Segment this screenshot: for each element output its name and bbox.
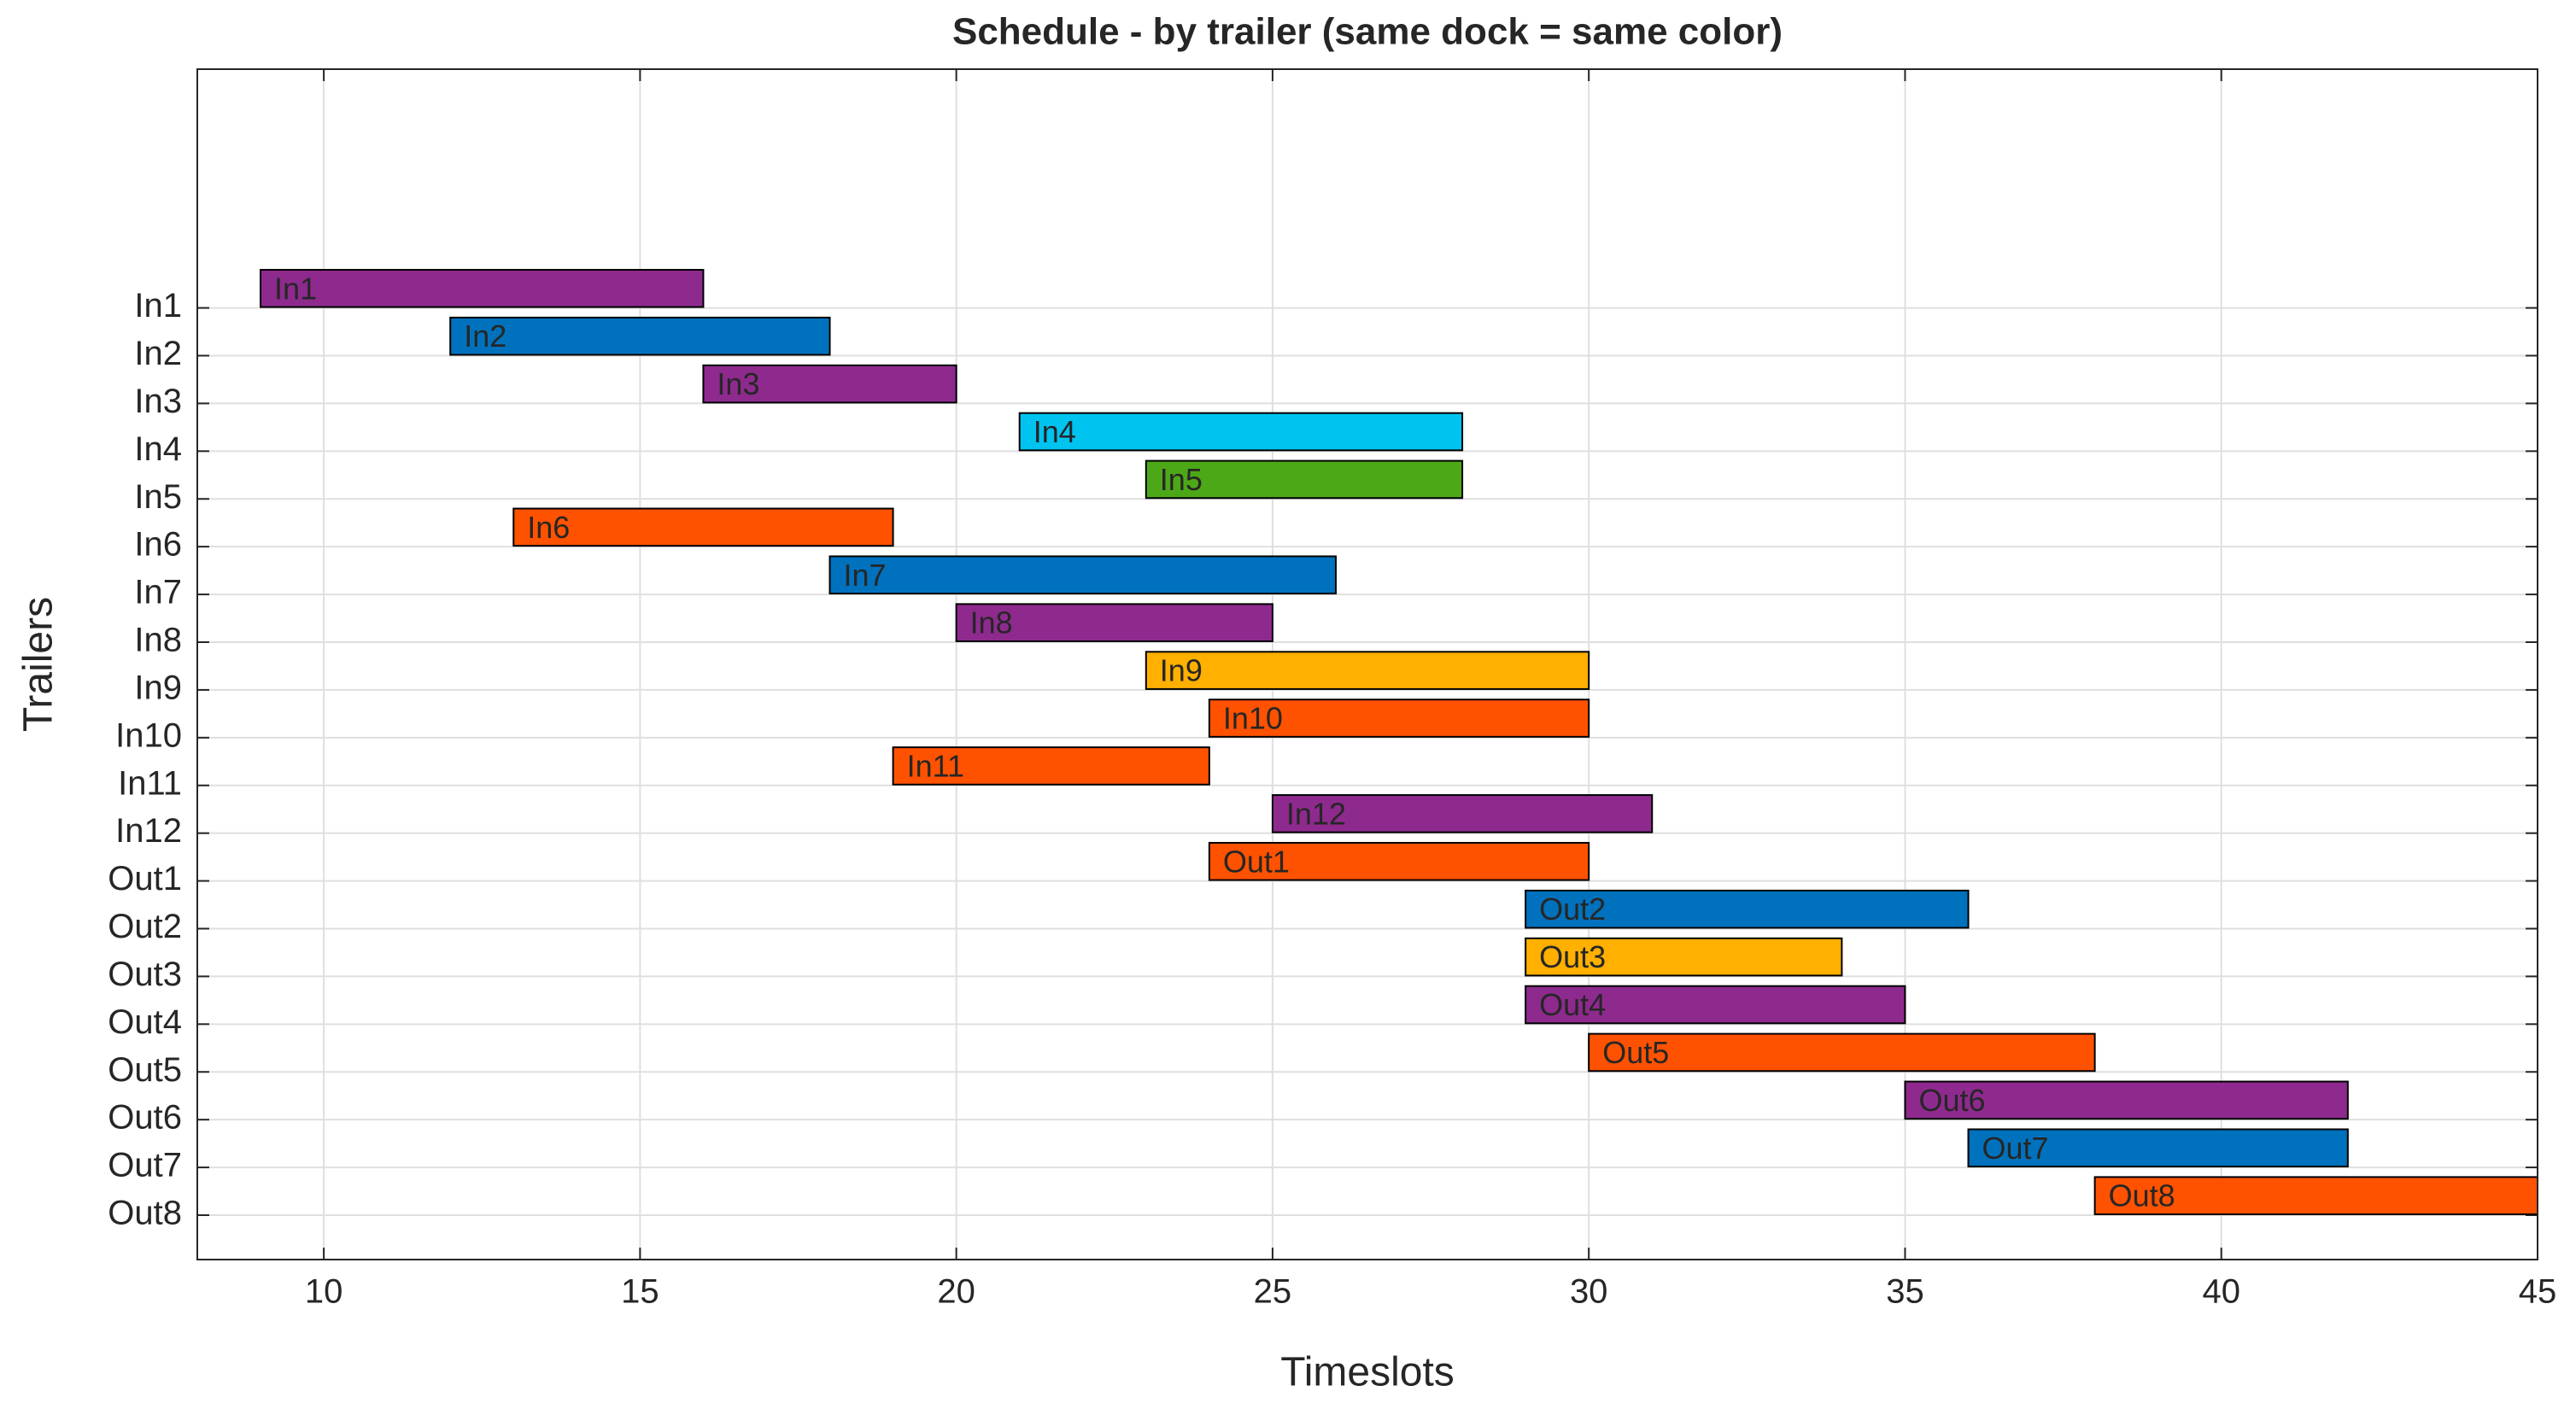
y-axis-label: Trailers (16, 597, 61, 732)
axes-box (196, 68, 2538, 1260)
y-tick-label: Out1 (108, 860, 182, 897)
y-tick-label: In8 (134, 622, 182, 659)
bar (1525, 889, 1970, 929)
y-tick-label: Out2 (108, 908, 182, 945)
x-tick-label: 20 (937, 1273, 975, 1311)
x-tick-label: 30 (1570, 1273, 1608, 1311)
y-tick-label: In2 (134, 335, 182, 372)
bar (1208, 699, 1590, 738)
bar-label: Out8 (2109, 1178, 2175, 1213)
bar (2093, 1176, 2538, 1215)
bar (1145, 459, 1464, 500)
bar-label: In12 (1286, 796, 1346, 831)
bar (260, 268, 705, 308)
bar-label: In1 (274, 271, 317, 306)
bar (1018, 412, 1464, 452)
bar-label: In8 (970, 605, 1013, 640)
y-tick-label: Out5 (108, 1051, 182, 1089)
bar-label: In5 (1160, 462, 1203, 497)
bar-label: Out5 (1602, 1035, 1669, 1070)
bar (512, 507, 894, 547)
x-tick-label: 10 (305, 1273, 343, 1311)
y-tick-label: In12 (115, 812, 182, 850)
y-tick-label: Out7 (108, 1147, 182, 1184)
bar-label: Out7 (1982, 1131, 2049, 1166)
bar (1271, 794, 1654, 833)
bar-label: In11 (907, 748, 964, 783)
bar (1588, 1032, 2096, 1073)
y-tick-label: In9 (134, 669, 182, 706)
x-tick-label: 45 (2519, 1273, 2557, 1311)
y-tick-label: In10 (115, 716, 182, 754)
bar (892, 746, 1210, 786)
y-tick-label: In7 (134, 574, 182, 611)
bar-label: Out3 (1539, 939, 1606, 974)
y-tick-label: In3 (134, 383, 182, 420)
bar (449, 316, 831, 356)
x-tick-label: 40 (2202, 1273, 2240, 1311)
bar-label: In4 (1033, 414, 1076, 449)
y-tick-label: Out4 (108, 1003, 182, 1041)
bar (702, 364, 957, 404)
bar-label: Out6 (1918, 1083, 1985, 1118)
x-tick-label: 25 (1254, 1273, 1292, 1311)
bar (828, 555, 1337, 595)
bar (1525, 985, 1906, 1025)
y-tick-label: In6 (134, 526, 182, 564)
y-tick-label: In1 (134, 287, 182, 324)
bar-label: Out4 (1539, 987, 1606, 1022)
bar (1967, 1128, 2349, 1168)
bar-label: In2 (464, 319, 506, 354)
y-tick-label: In11 (118, 764, 182, 802)
bar-label: Out2 (1539, 892, 1606, 927)
x-axis-label: Timeslots (1280, 1350, 1455, 1395)
bar (1208, 841, 1590, 881)
chart-title: Schedule - by trailer (same dock = same … (952, 11, 1783, 53)
y-tick-label: Out8 (108, 1195, 182, 1232)
bar (1145, 651, 1590, 690)
y-tick-label: In4 (134, 430, 182, 468)
bar (1525, 937, 1843, 977)
bar-label: In6 (527, 510, 570, 545)
x-tick-label: 15 (621, 1273, 659, 1311)
y-tick-label: Out6 (108, 1099, 182, 1137)
bar-label: Out1 (1223, 844, 1290, 879)
bar-label: In10 (1223, 701, 1283, 736)
y-tick-label: Out3 (108, 956, 182, 993)
x-tick-label: 35 (1886, 1273, 1924, 1311)
bar (955, 603, 1273, 642)
bar-label: In7 (844, 558, 887, 593)
y-tick-label: In5 (134, 478, 182, 516)
bar-label: In9 (1160, 653, 1203, 688)
bar (1904, 1080, 2349, 1120)
bar-label: In3 (717, 366, 759, 401)
